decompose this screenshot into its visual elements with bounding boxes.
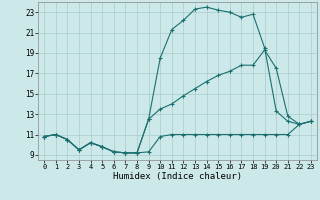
X-axis label: Humidex (Indice chaleur): Humidex (Indice chaleur) xyxy=(113,172,242,181)
